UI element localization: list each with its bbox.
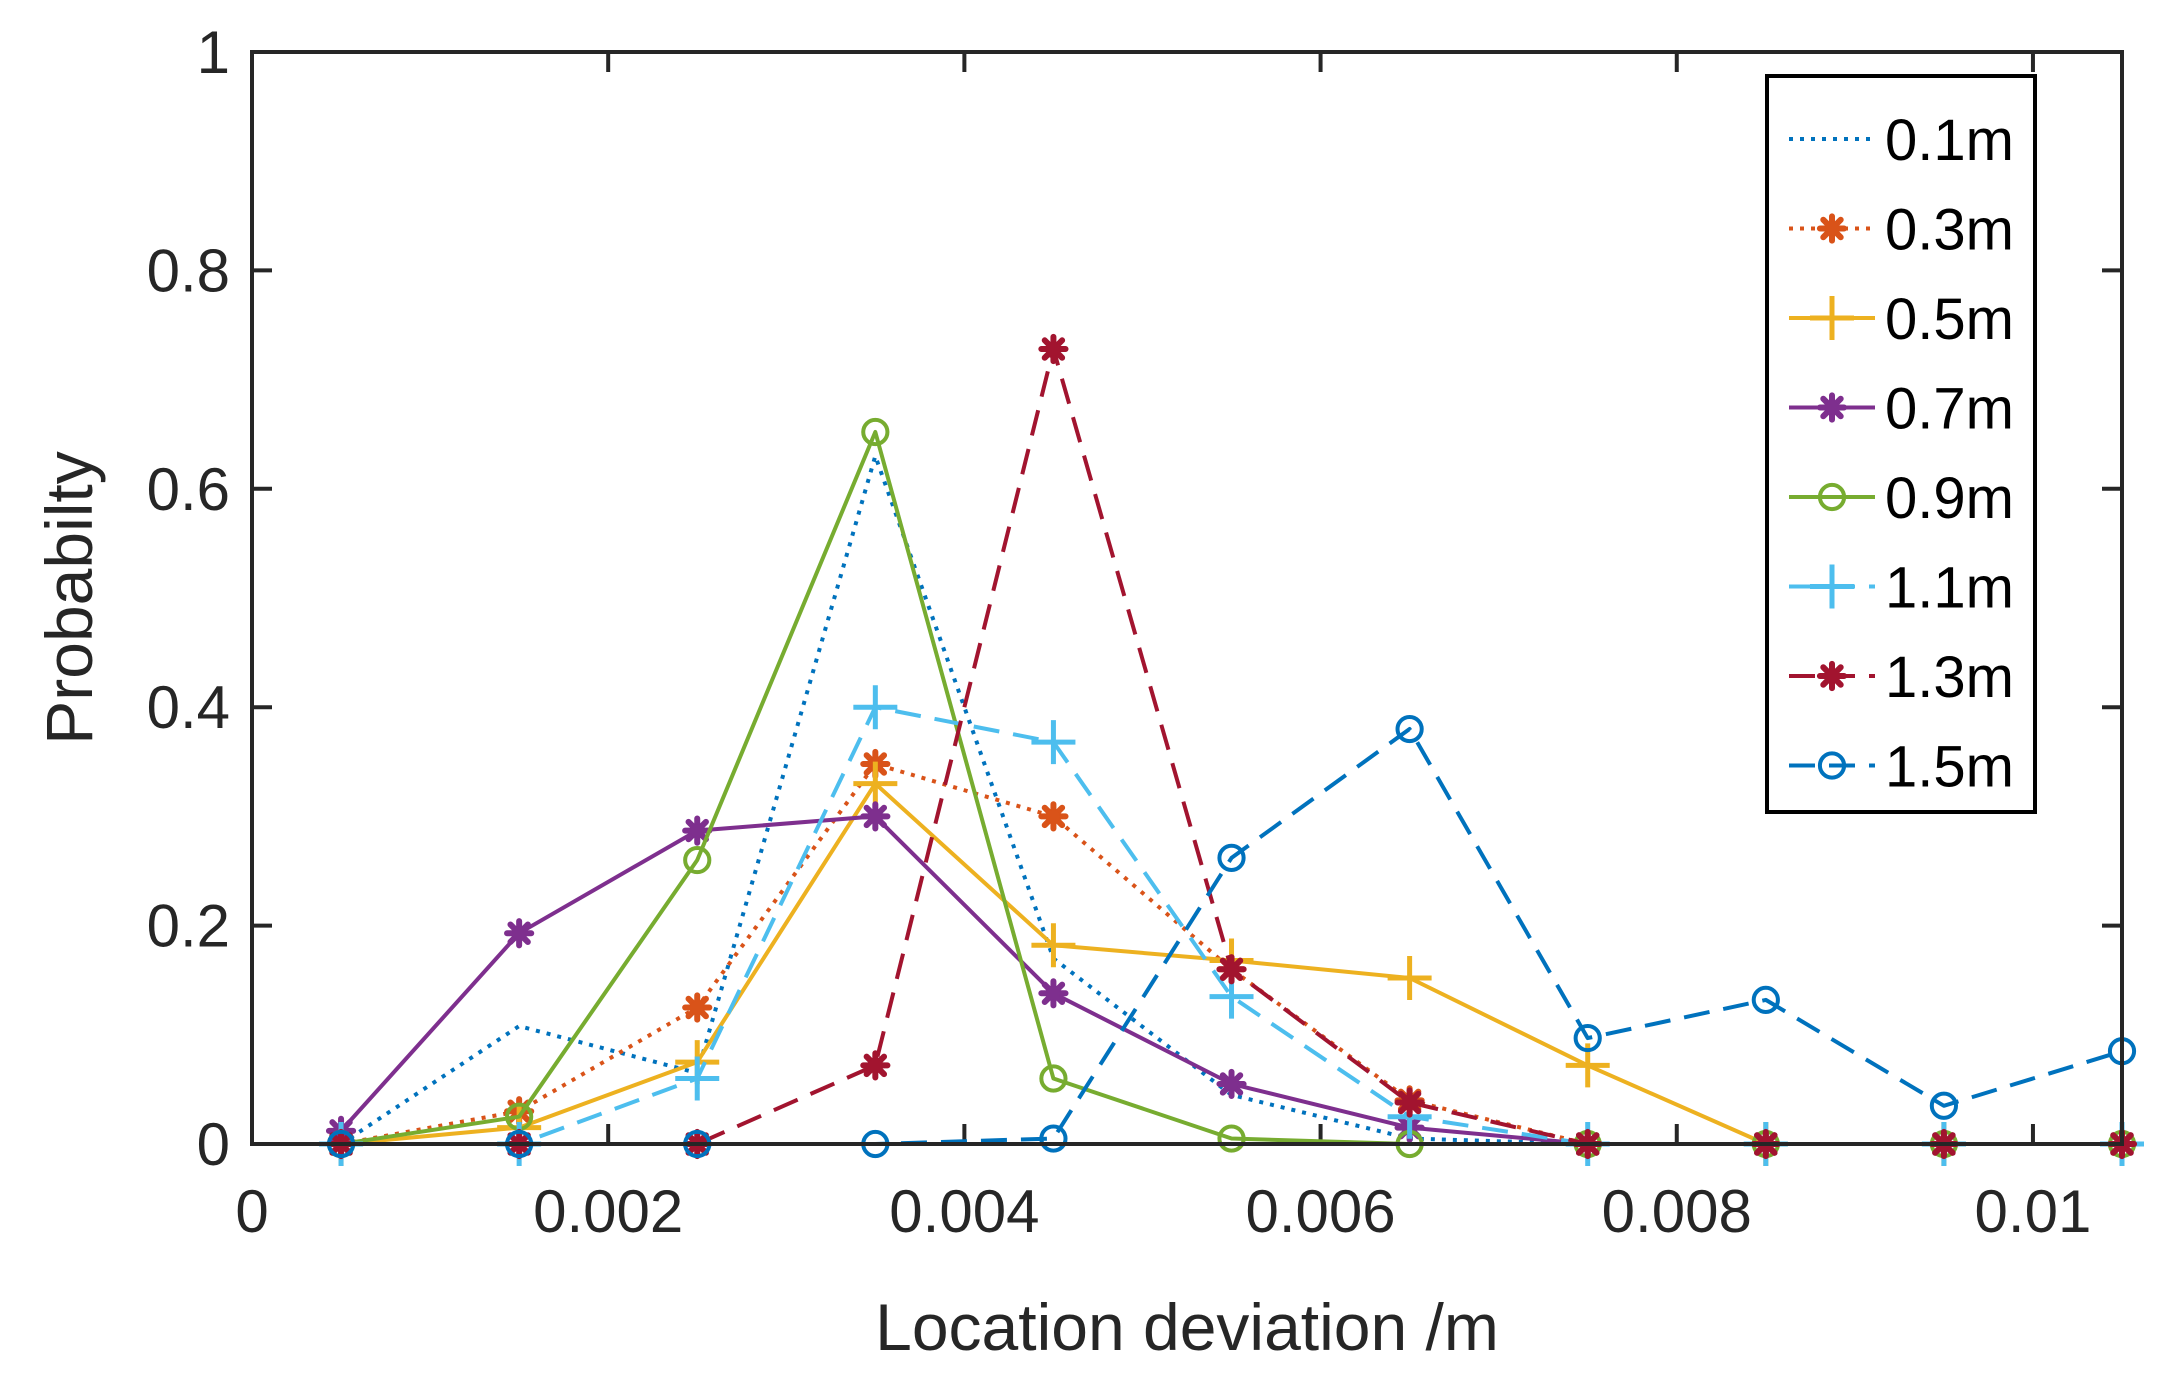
x-tick-labels: 0 0.002 0.004 0.006 0.008 0.01 (235, 1178, 2091, 1245)
y-tick-label: 0.2 (147, 893, 230, 960)
data-point-marker (1031, 923, 1076, 968)
data-point-marker-core (690, 823, 704, 838)
data-point-marker-core (1224, 1077, 1239, 1091)
legend-label: 0.1m (1885, 108, 2014, 173)
data-point-marker (1573, 1023, 1602, 1053)
legend-label: 1.3m (1885, 645, 2014, 710)
x-tick-label: 0.01 (1975, 1178, 2092, 1245)
data-point-marker-core (1825, 400, 1839, 415)
data-point-marker-core (1224, 962, 1239, 976)
legend-label: 1.5m (1885, 735, 2014, 800)
y-tick-label: 0.6 (147, 456, 230, 523)
data-point-marker-core (690, 1000, 704, 1015)
legend-label: 0.7m (1885, 377, 2014, 442)
x-tick-label: 0.008 (1602, 1178, 1752, 1245)
data-point-marker (1031, 720, 1076, 765)
data-point-marker-core (1046, 986, 1061, 1000)
data-point-marker (1039, 1124, 1068, 1153)
y-tick-label: 0.4 (147, 674, 230, 741)
data-point-marker (1810, 296, 1854, 340)
legend-item-0.7m: 0.7m (1789, 377, 2014, 442)
data-point-marker (1387, 956, 1432, 1001)
x-axis-title: Location deviation /m (875, 1290, 1499, 1364)
legend-label: 0.9m (1885, 466, 2014, 531)
legend-label: 0.3m (1885, 198, 2014, 263)
data-point-marker (1810, 564, 1854, 609)
y-tick-label: 1 (197, 19, 230, 86)
y-tick-label: 0.8 (147, 237, 230, 304)
data-point-marker (861, 417, 890, 447)
legend-label: 0.5m (1885, 287, 2014, 352)
legend-item-0.5m: 0.5m (1789, 287, 2014, 352)
data-point-marker-core (1825, 221, 1839, 236)
data-point-marker-core (868, 809, 882, 824)
data-point-marker (1039, 1064, 1068, 1093)
legend-box (1765, 74, 2037, 814)
legend-item-1.5m: 1.5m (1789, 735, 2014, 800)
data-point-marker (1217, 1124, 1246, 1153)
legend-item-0.1m: 0.1m (1789, 108, 2014, 173)
data-point-marker-core (1046, 809, 1061, 824)
data-point-marker (683, 845, 712, 875)
legend-item-0.9m: 0.9m (1789, 466, 2014, 531)
legend-label: 1.1m (1885, 556, 2014, 621)
data-point-marker (1929, 1091, 1959, 1120)
legend: 0.1m 0.3m 0.5m 0.7m 0.9m 1.1m 1.3m 1.5m (1765, 74, 2037, 814)
y-axis-title: Probabilty (32, 451, 106, 745)
data-point-marker-core (1402, 1095, 1417, 1110)
legend-item-0.3m: 0.3m (1789, 198, 2014, 263)
data-point-marker (853, 685, 898, 730)
data-point-marker-core (512, 926, 526, 940)
data-point-marker (1217, 843, 1246, 872)
data-point-marker (1817, 751, 1847, 780)
x-tick-label: 0.002 (533, 1178, 683, 1245)
data-point-marker (1817, 482, 1847, 512)
data-point-marker (675, 1056, 720, 1101)
legend-item-1.1m: 1.1m (1789, 556, 2014, 621)
data-point-marker (1751, 985, 1780, 1014)
plot-frame (250, 50, 2124, 1146)
x-tick-label: 0.006 (1245, 1178, 1395, 1245)
data-point-marker (853, 761, 898, 806)
y-tick-labels: 0 0.2 0.4 0.6 0.8 1 (147, 19, 230, 1178)
y-tick-label: 0 (197, 1111, 230, 1178)
data-point-marker-core (1825, 669, 1839, 683)
x-tick-label: 0 (235, 1178, 268, 1245)
x-tick-label: 0.004 (889, 1178, 1039, 1245)
data-point-marker-core (1046, 342, 1061, 356)
data-point-marker-core (868, 1058, 882, 1073)
legend-item-1.3m: 1.3m (1789, 645, 2014, 710)
data-point-marker (1395, 714, 1424, 744)
